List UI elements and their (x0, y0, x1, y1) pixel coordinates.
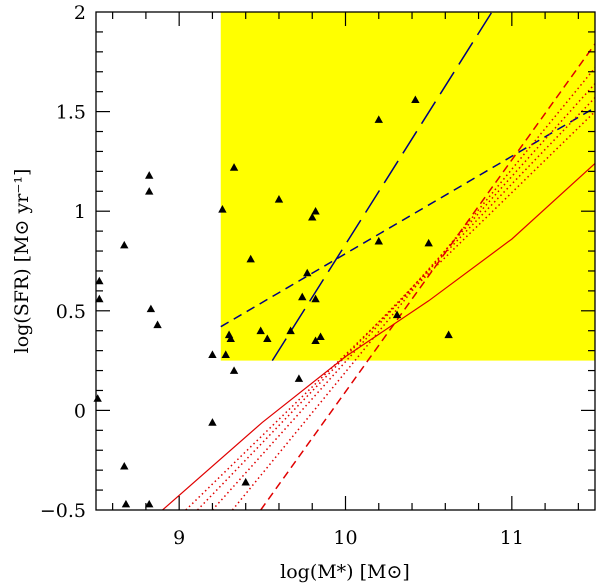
data-point-13 (208, 418, 217, 426)
data-point-6 (121, 499, 131, 508)
y-tick-label: 2 (74, 2, 86, 24)
data-point-7 (145, 171, 154, 179)
x-axis-title: log(M*) [M⊙] (280, 561, 410, 583)
data-point-33 (316, 332, 325, 341)
series-line-3 (162, 162, 595, 510)
data-point-28 (303, 268, 312, 277)
data-point-30 (311, 207, 320, 215)
data-point-29 (308, 212, 317, 221)
data-point-35 (374, 236, 383, 245)
data-points (93, 95, 453, 508)
data-point-22 (256, 326, 265, 335)
data-point-31 (311, 294, 320, 303)
data-point-25 (286, 326, 295, 335)
data-point-37 (411, 95, 420, 104)
series-line-5 (231, 67, 595, 510)
series-lines (162, 12, 595, 510)
series-line-8 (185, 111, 595, 510)
tick-labels: 9 10 11 −0.5 0 0.5 1 1.5 2 (40, 2, 524, 549)
data-point-34 (374, 115, 383, 123)
series-line-7 (196, 97, 595, 510)
x-tick-label: 10 (333, 527, 357, 549)
data-point-32 (311, 336, 320, 345)
data-point-1 (95, 276, 104, 285)
data-point-14 (218, 205, 227, 213)
data-point-21 (246, 254, 255, 263)
data-point-39 (444, 330, 453, 339)
y-tick-label: 0.5 (56, 301, 86, 323)
series-line-6 (211, 83, 595, 510)
data-point-2 (95, 294, 104, 303)
data-point-5 (120, 461, 129, 470)
data-point-11 (153, 320, 162, 329)
highlight-region (220, 12, 595, 361)
data-point-3 (93, 394, 102, 402)
data-point-26 (294, 374, 304, 382)
data-point-38 (424, 238, 433, 247)
data-point-18 (229, 163, 239, 171)
data-point-15 (221, 350, 230, 358)
data-point-36 (392, 310, 402, 319)
series-line-4 (260, 43, 595, 510)
data-point-19 (229, 366, 239, 374)
data-point-10 (145, 499, 154, 508)
data-point-9 (146, 304, 156, 313)
y-tick-label: 1 (74, 201, 86, 223)
y-axis-title: log(SFR) [M⊙ yr⁻¹] (11, 169, 33, 354)
x-tick-label: 9 (173, 527, 185, 549)
data-point-8 (145, 187, 154, 195)
data-point-17 (226, 334, 235, 343)
y-tick-label: 1.5 (56, 102, 86, 124)
x-tick-label: 11 (500, 527, 524, 549)
data-point-4 (120, 240, 129, 249)
data-point-27 (298, 292, 307, 301)
axis-ticks (96, 12, 595, 510)
y-tick-label: 0 (74, 400, 86, 422)
y-tick-label: −0.5 (40, 500, 86, 522)
data-point-20 (241, 477, 250, 486)
data-point-23 (263, 334, 272, 343)
data-point-12 (208, 350, 217, 358)
data-point-24 (274, 195, 284, 203)
